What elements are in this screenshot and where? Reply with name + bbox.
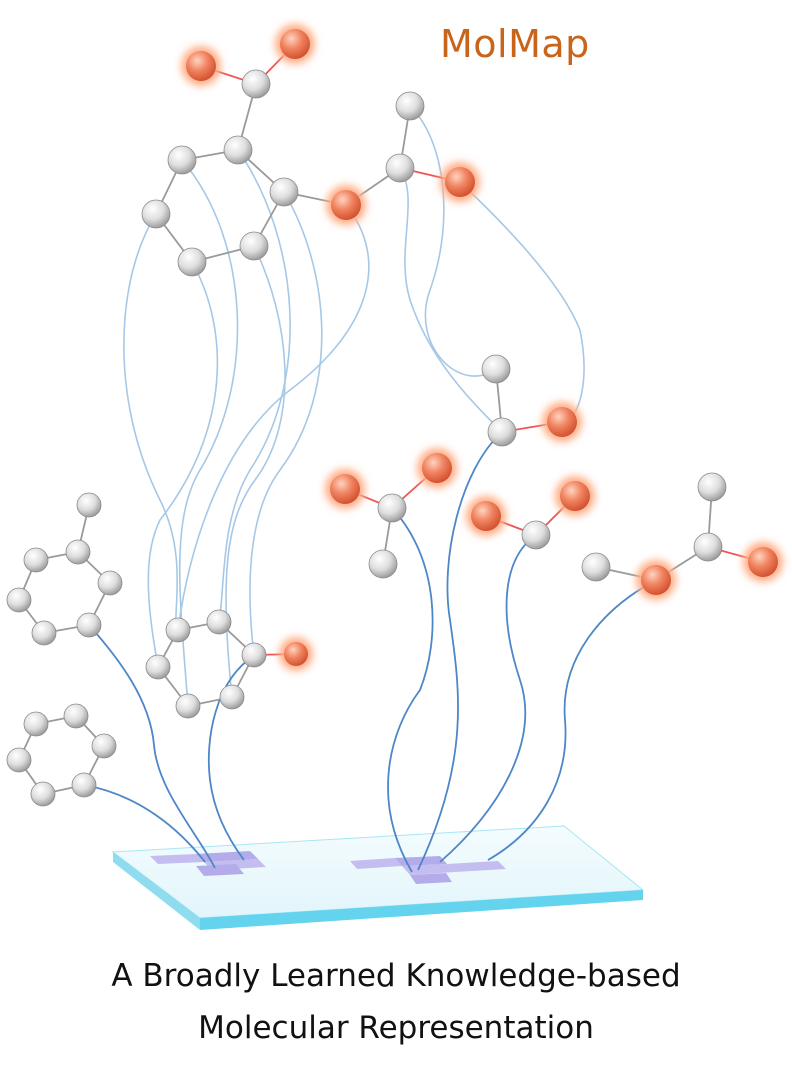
- oxygen-atom: [542, 402, 582, 442]
- oxygen-atom: [555, 476, 595, 516]
- carbon-atom: [141, 199, 171, 229]
- carbon-atom: [145, 654, 171, 680]
- oxygen-atom: [181, 46, 221, 86]
- feature-grid-left: [150, 851, 266, 876]
- carbon-atom: [175, 693, 201, 719]
- carbon-atom: [241, 642, 267, 668]
- carbon-atom: [6, 747, 32, 773]
- caption-line-1: A Broadly Learned Knowledge-based: [111, 958, 681, 994]
- brand-title: MolMap: [440, 22, 590, 66]
- carbon-atom: [697, 472, 727, 502]
- carbon-atom: [395, 91, 425, 121]
- carbon-atom: [165, 617, 191, 643]
- carbon-atom: [23, 711, 49, 737]
- carbon-atom: [30, 781, 56, 807]
- carbon-atom: [65, 539, 91, 565]
- carbon-atom: [63, 703, 89, 729]
- carbon-atom: [6, 587, 32, 613]
- carbon-atom: [693, 532, 723, 562]
- carbon-atom: [241, 69, 271, 99]
- oxygen-atom: [326, 185, 366, 225]
- caption-line-2: Molecular Representation: [198, 1010, 594, 1046]
- carbon-atom: [521, 520, 551, 550]
- carbon-atom: [481, 354, 511, 384]
- carbon-atom: [368, 549, 398, 579]
- carbon-atom: [76, 492, 102, 518]
- carbon-atom: [23, 547, 49, 573]
- carbon-atom: [31, 620, 57, 646]
- carbon-atom: [377, 493, 407, 523]
- carbon-atom: [581, 552, 611, 582]
- dark-connection-curves: [83, 431, 657, 873]
- bonds: [18, 43, 764, 795]
- carbon-atom: [91, 733, 117, 759]
- carbon-atom: [76, 612, 102, 638]
- oxygen-atom: [275, 24, 315, 64]
- oxygen-atom: [466, 496, 506, 536]
- oxygen-atom: [636, 560, 676, 600]
- carbon-atom: [71, 772, 97, 798]
- oxygen-atom: [325, 469, 365, 509]
- carbon-atom: [487, 417, 517, 447]
- base-plate: [111, 825, 645, 930]
- carbon-atom: [219, 684, 245, 710]
- carbon-atom: [223, 135, 253, 165]
- carbon-atom: [206, 609, 232, 635]
- oxygen-atom: [279, 637, 313, 671]
- feature-grid-right: [350, 856, 506, 884]
- carbon-atoms: [6, 69, 727, 807]
- carbon-atom: [239, 231, 269, 261]
- carbon-atom: [269, 177, 299, 207]
- oxygen-atom: [440, 162, 480, 202]
- oxygen-atom: [743, 542, 783, 582]
- carbon-atom: [97, 570, 123, 596]
- light-connection-curves: [123, 105, 585, 707]
- oxygen-atom: [417, 448, 457, 488]
- carbon-atom: [167, 145, 197, 175]
- carbon-atom: [177, 247, 207, 277]
- oxygen-atoms: [181, 24, 783, 671]
- carbon-atom: [385, 153, 415, 183]
